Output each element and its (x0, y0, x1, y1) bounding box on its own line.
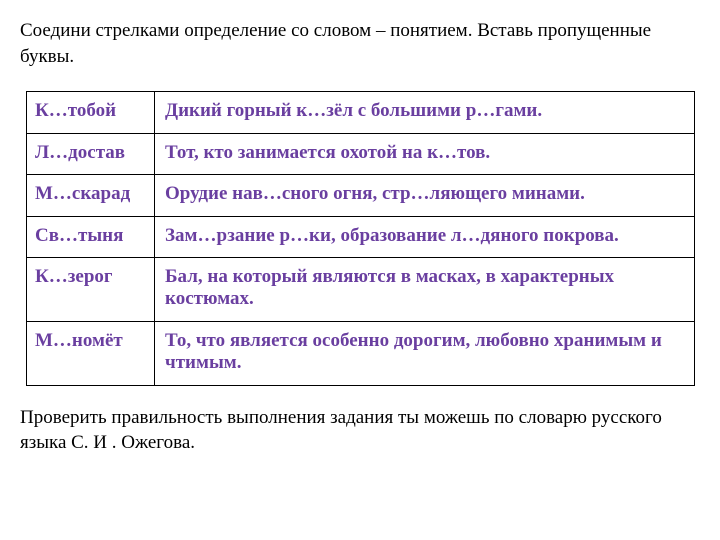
word-0: К…тобой (35, 100, 116, 122)
def-cell-2: Орудие нав…сного огня, стр…ляющего минам… (154, 174, 695, 216)
word-cell-5: М…номёт (26, 321, 155, 386)
word-1: Л…достав (35, 142, 125, 164)
def-cell-4: Бал, на который являются в масках, в хар… (154, 257, 695, 322)
def-3: Зам…рзание р…ки, образование л…дяного по… (163, 225, 619, 247)
word-4: К…зерог (35, 266, 113, 288)
def-2: Орудие нав…сного огня, стр…ляющего минам… (163, 183, 585, 205)
matching-table: К…тобой Дикий горный к…зёл с большими р…… (26, 91, 694, 384)
word-2: М…скарад (35, 183, 130, 205)
def-cell-3: Зам…рзание р…ки, образование л…дяного по… (154, 216, 695, 258)
def-0: Дикий горный к…зёл с большими р…гами. (163, 100, 542, 122)
def-1: Тот, кто занимается охотой на к…тов. (163, 142, 490, 164)
word-cell-2: М…скарад (26, 174, 155, 216)
def-cell-5: То, что является особенно дорогим, любов… (154, 321, 695, 386)
word-5: М…номёт (35, 330, 123, 352)
def-cell-1: Тот, кто занимается охотой на к…тов. (154, 133, 695, 175)
word-cell-1: Л…достав (26, 133, 155, 175)
def-4: Бал, на который являются в масках, в хар… (163, 266, 688, 311)
def-cell-0: Дикий горный к…зёл с большими р…гами. (154, 91, 695, 133)
instruction-text: Соедини стрелками определение со словом … (20, 18, 700, 69)
word-cell-3: Св…тыня (26, 216, 155, 258)
word-3: Св…тыня (35, 225, 123, 247)
word-cell-4: К…зерог (26, 257, 155, 322)
word-cell-0: К…тобой (26, 91, 155, 133)
footer-text: Проверить правильность выполнения задани… (20, 405, 700, 456)
def-5: То, что является особенно дорогим, любов… (163, 330, 688, 375)
